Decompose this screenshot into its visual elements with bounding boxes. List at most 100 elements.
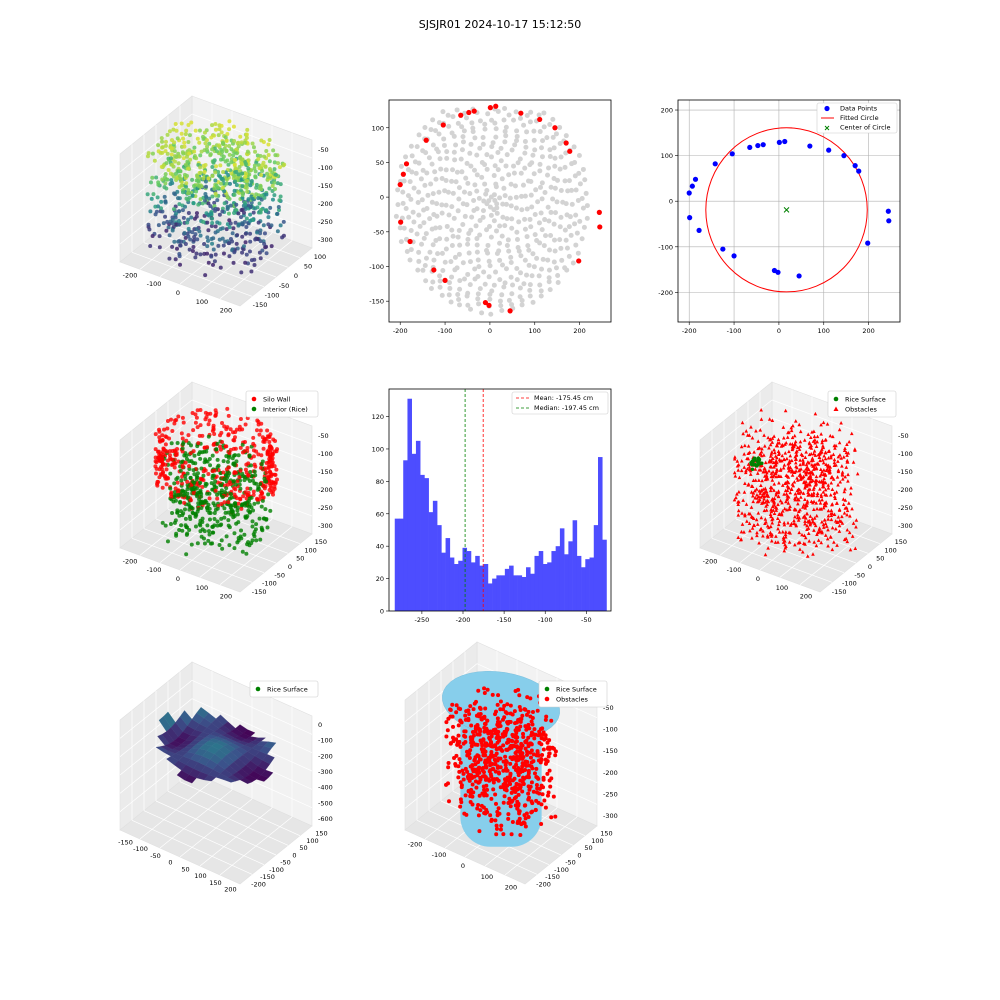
interior-point [508,259,514,265]
data-point [160,177,165,182]
interior-point [506,112,512,118]
obstacle-point [806,432,811,437]
obstacle-point [807,470,811,475]
wall-point [238,496,243,501]
interior-point [566,224,572,230]
p8-xtick-label: -100 [432,851,447,859]
interior-point [538,210,544,216]
interior-point [408,247,414,253]
obstacle-point [543,761,548,766]
histogram-bar [542,564,548,611]
interior-point [198,488,203,493]
obstacle-point [752,450,756,454]
data-point [157,234,162,239]
data-point [197,128,202,133]
obstacle-point [816,452,821,457]
interior-point [464,293,470,299]
obstacle-point [768,442,773,447]
obstacle-point [806,488,811,492]
wall-point [270,462,275,467]
wall-point [271,480,276,485]
wall-point [251,492,256,497]
obstacle-point [735,492,739,496]
wall-point [163,434,168,439]
obstacle-point [782,463,787,467]
obstacle-point [811,458,815,462]
data-point [213,206,218,211]
data-point [182,231,187,236]
obstacle-point [747,450,752,455]
data-point [169,145,174,150]
wall-point [230,430,235,435]
obstacle-point [483,777,488,782]
obstacle-point [745,433,750,437]
obstacle-point [770,520,775,525]
obstacle-point [823,521,828,526]
obstacle-point [506,801,511,806]
obstacle-point [526,709,531,714]
interior-point [564,267,570,273]
data-point [205,144,210,149]
obstacle-point [515,754,520,759]
interior-point [522,226,528,232]
data-point [196,184,201,189]
obstacle-point [526,797,531,802]
data-point [150,233,155,238]
interior-point [407,257,413,263]
interior-point [449,243,455,249]
wall-point [213,413,218,418]
interior-point [557,140,563,146]
interior-point [486,258,492,264]
data-point [237,165,242,170]
interior-point [238,486,243,491]
data-point [227,119,232,124]
legend-marker [255,686,261,692]
interior-point [259,504,264,509]
data-point [229,171,234,176]
obstacle-point [528,755,533,760]
obstacle-point [846,451,851,455]
obstacle-point [780,509,785,513]
obstacle-point [780,442,785,447]
obstacle-point [466,776,471,781]
obstacle-point [798,462,802,467]
obstacle-point [463,734,468,739]
obstacle-point [544,714,549,719]
obstacle-point [753,467,758,471]
data-point [266,175,271,180]
interior-point [244,515,249,520]
obstacle-point [767,417,772,421]
p7-ztick-label: -200 [318,752,333,760]
interior-point [581,224,587,230]
data-point [217,237,222,242]
interior-point [195,541,200,546]
obstacle-point [494,832,499,837]
data-point [244,216,249,221]
p4-ytick-label: -150 [252,588,267,596]
obstacle-point [529,780,534,785]
wall-point [194,415,199,420]
obstacle-point [532,727,537,732]
interior-point [222,515,227,520]
interior-point [245,542,250,547]
interior-point [419,241,425,247]
interior-point [215,441,220,446]
obstacle-point [783,408,788,413]
obstacle-point [754,517,759,522]
interior-point [503,133,509,139]
obstacle-point [463,793,468,798]
obstacle-point [503,766,508,771]
data-point [234,169,239,174]
histogram-bar [513,575,518,611]
obstacle-point [814,481,819,486]
data-point [146,222,151,227]
data-point [171,127,176,132]
wall-point [157,475,162,480]
obstacle-point [818,458,822,463]
wall-point [259,453,264,458]
wall-point [220,439,225,444]
wall-point [154,466,159,471]
obstacle-point [785,456,789,461]
obstacle-point [736,500,740,504]
wall-point [231,446,236,451]
